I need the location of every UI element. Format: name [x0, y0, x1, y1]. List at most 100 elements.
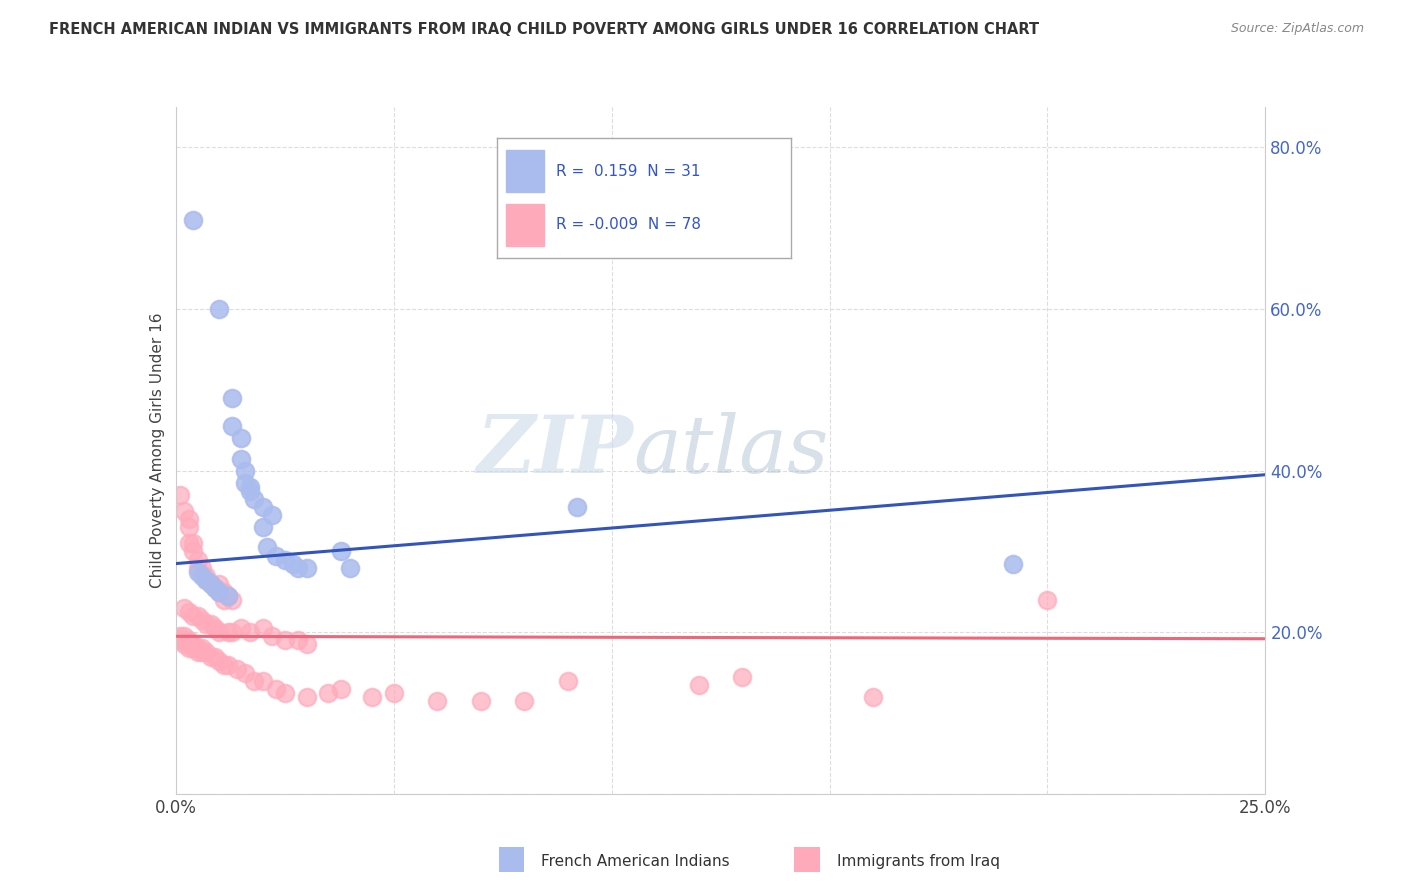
Point: [239, 483, 262, 498]
Point: [169, 629, 191, 643]
Point: [195, 573, 218, 587]
Point: [195, 573, 218, 587]
Point: [212, 585, 235, 599]
Point: [239, 625, 262, 640]
Point: [330, 544, 353, 558]
Point: [204, 621, 226, 635]
Point: [217, 589, 239, 603]
Text: atlas: atlas: [633, 412, 828, 489]
Point: [217, 657, 239, 672]
Point: [243, 673, 266, 688]
Point: [274, 633, 297, 648]
Point: [557, 673, 579, 688]
Point: [195, 617, 218, 632]
Point: [208, 301, 231, 316]
Point: [177, 641, 200, 656]
Point: [204, 581, 226, 595]
Point: [173, 504, 195, 518]
Point: [212, 657, 235, 672]
Point: [177, 605, 200, 619]
Point: [1036, 593, 1059, 607]
Point: [231, 451, 253, 466]
Point: [186, 552, 209, 566]
Point: [382, 686, 405, 700]
Point: [295, 637, 318, 651]
Point: [191, 613, 214, 627]
Y-axis label: Child Poverty Among Girls Under 16: Child Poverty Among Girls Under 16: [149, 313, 165, 588]
Point: [186, 560, 209, 574]
Point: [181, 609, 204, 624]
Point: [191, 560, 214, 574]
Point: [221, 625, 243, 640]
Point: [181, 641, 204, 656]
Point: [470, 694, 492, 708]
Point: [688, 678, 710, 692]
Point: [191, 568, 214, 582]
Point: [318, 686, 340, 700]
Point: [360, 690, 382, 704]
Point: [330, 681, 353, 696]
Point: [264, 549, 287, 563]
Point: [221, 593, 243, 607]
Point: [295, 560, 318, 574]
Point: [287, 633, 309, 648]
Point: [252, 500, 274, 514]
Point: [204, 649, 226, 664]
Point: [208, 625, 231, 640]
Point: [177, 633, 200, 648]
Point: [239, 480, 262, 494]
Point: [173, 633, 195, 648]
Text: FRENCH AMERICAN INDIAN VS IMMIGRANTS FROM IRAQ CHILD POVERTY AMONG GIRLS UNDER 1: FRENCH AMERICAN INDIAN VS IMMIGRANTS FRO…: [49, 22, 1039, 37]
Point: [339, 560, 361, 574]
Point: [287, 560, 309, 574]
Point: [173, 637, 195, 651]
Point: [181, 637, 204, 651]
Point: [208, 576, 231, 591]
Point: [221, 419, 243, 434]
Point: [208, 585, 231, 599]
Point: [186, 609, 209, 624]
Point: [295, 690, 318, 704]
Point: [181, 213, 204, 227]
Point: [225, 662, 247, 676]
Text: Immigrants from Iraq: Immigrants from Iraq: [837, 855, 1000, 869]
Point: [260, 508, 283, 522]
Text: French American Indians: French American Indians: [541, 855, 730, 869]
Point: [208, 654, 231, 668]
Point: [260, 629, 283, 643]
Point: [231, 431, 253, 445]
Point: [274, 686, 297, 700]
Point: [565, 500, 588, 514]
Point: [256, 541, 278, 555]
Point: [173, 629, 195, 643]
Point: [169, 633, 191, 648]
Point: [274, 552, 297, 566]
Point: [181, 536, 204, 550]
Point: [731, 670, 754, 684]
Point: [221, 391, 243, 405]
Point: [186, 641, 209, 656]
Point: [186, 565, 209, 579]
Point: [212, 593, 235, 607]
Point: [243, 491, 266, 506]
Point: [200, 649, 222, 664]
Point: [191, 641, 214, 656]
Point: [186, 645, 209, 659]
Point: [177, 536, 200, 550]
Point: [195, 568, 218, 582]
Point: [169, 488, 191, 502]
Point: [235, 475, 257, 490]
Point: [177, 637, 200, 651]
Point: [283, 557, 305, 571]
Point: [191, 645, 214, 659]
Point: [252, 621, 274, 635]
Point: [235, 464, 257, 478]
Point: [264, 681, 287, 696]
Point: [200, 576, 222, 591]
Point: [231, 621, 253, 635]
Point: [217, 625, 239, 640]
Point: [217, 589, 239, 603]
Text: Source: ZipAtlas.com: Source: ZipAtlas.com: [1230, 22, 1364, 36]
Point: [252, 673, 274, 688]
Point: [235, 665, 257, 680]
